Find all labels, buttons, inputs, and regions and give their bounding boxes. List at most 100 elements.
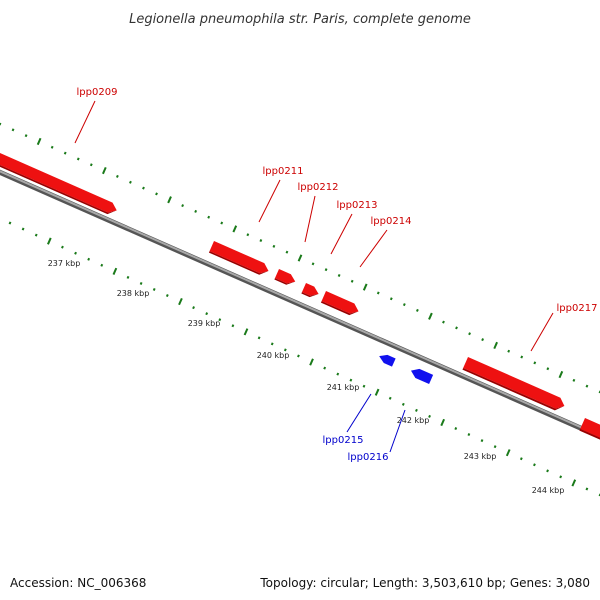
forward-gene-label[interactable]: lpp0217 bbox=[557, 303, 598, 314]
forward-gene-label[interactable]: lpp0214 bbox=[371, 216, 412, 227]
lower-tick-mark bbox=[349, 378, 353, 382]
lower-tick-mark bbox=[192, 306, 195, 310]
gene-labels: lpp0209 lpp0211 lpp0212 lpp0213 lpp0214 lpp02… bbox=[74, 87, 598, 463]
gene-leader-line bbox=[330, 213, 353, 255]
upper-tick-mark bbox=[297, 254, 303, 262]
accession-text: Accession: NC_006368 bbox=[10, 576, 146, 590]
lower-tick-mark bbox=[205, 312, 209, 316]
upper-tick-mark bbox=[455, 326, 458, 330]
upper-tick-mark bbox=[337, 273, 341, 277]
upper-tick-mark bbox=[24, 134, 28, 138]
gene-leader-line bbox=[530, 312, 554, 352]
upper-tick-mark bbox=[311, 262, 315, 266]
forward-gene-arrow bbox=[320, 291, 359, 316]
lower-tick-mark bbox=[21, 227, 25, 231]
forward-gene-label[interactable]: lpp0213 bbox=[337, 200, 378, 211]
forward-genes bbox=[0, 153, 600, 440]
tick-label: 237 kbp bbox=[48, 259, 81, 268]
tick-label: 244 kbp bbox=[532, 486, 565, 495]
upper-tick-mark bbox=[36, 137, 42, 146]
lower-tick-mark bbox=[100, 263, 104, 267]
lower-tick-mark bbox=[362, 384, 366, 388]
upper-tick-mark bbox=[324, 268, 328, 272]
lower-tick-mark bbox=[519, 457, 523, 461]
forward-gene-label[interactable]: lpp0212 bbox=[298, 182, 339, 193]
upper-tick-mark bbox=[285, 250, 289, 254]
forward-gene-arrow bbox=[0, 153, 117, 215]
gene-leader-line bbox=[74, 100, 96, 144]
forward-gene-arrow bbox=[274, 269, 296, 285]
lower-tick-mark bbox=[178, 297, 183, 306]
lower-tick-mark bbox=[257, 336, 261, 340]
upper-tick-mark bbox=[402, 303, 406, 307]
lower-tick-mark bbox=[47, 237, 52, 245]
upper-tick-mark bbox=[155, 192, 158, 196]
upper-tick-mark bbox=[468, 332, 471, 336]
gene-leader-line bbox=[389, 409, 406, 453]
lower-tick-mark bbox=[505, 449, 511, 457]
upper-tick-mark bbox=[167, 196, 172, 204]
upper-tick-mark bbox=[63, 151, 67, 155]
tick-label: 238 kbp bbox=[117, 289, 150, 298]
upper-tick-mark bbox=[194, 209, 198, 213]
upper-tick-mark bbox=[428, 312, 433, 320]
lower-tick-mark bbox=[74, 251, 77, 255]
upper-tick-mark bbox=[89, 163, 93, 167]
upper-tick-mark bbox=[272, 244, 276, 248]
lower-tick-mark bbox=[493, 445, 497, 449]
lower-tick-mark bbox=[428, 414, 431, 418]
lower-tick-mark bbox=[571, 479, 577, 487]
forward-gene-label[interactable]: lpp0211 bbox=[263, 166, 304, 177]
forward-gene-arrow bbox=[208, 241, 269, 275]
lower-tick-mark bbox=[454, 427, 458, 431]
upper-tick-mark bbox=[246, 233, 250, 237]
upper-tick-mark bbox=[415, 308, 419, 312]
tick-label: 239 kbp bbox=[188, 319, 221, 328]
upper-tick-mark bbox=[481, 338, 485, 342]
lower-tick-mark bbox=[152, 287, 156, 291]
lower-tick-mark bbox=[559, 475, 563, 479]
lower-tick-mark bbox=[243, 328, 249, 336]
gene-leader-line bbox=[359, 229, 388, 268]
upper-tick-mark bbox=[102, 167, 107, 175]
upper-tick-mark bbox=[442, 320, 445, 324]
upper-tick-mark bbox=[142, 186, 145, 190]
lower-tick-mark bbox=[388, 396, 392, 400]
lower-tick-mark bbox=[61, 245, 64, 249]
tick-labels: 237 kbp 238 kbp 239 kbp 240 kbp 241 kbp 242 k… bbox=[48, 259, 565, 495]
upper-tick-mark bbox=[558, 370, 564, 379]
lower-tick-track bbox=[8, 221, 600, 497]
reverse-gene-label[interactable]: lpp0215 bbox=[323, 435, 364, 446]
lower-tick-mark bbox=[546, 469, 549, 473]
reverse-gene-label[interactable]: lpp0216 bbox=[348, 452, 389, 463]
gene-leader-line bbox=[304, 195, 316, 243]
upper-tick-mark bbox=[493, 341, 498, 349]
lower-tick-mark bbox=[218, 318, 222, 322]
lower-tick-mark bbox=[585, 487, 589, 491]
backbone bbox=[0, 169, 600, 440]
tick-label: 242 kbp bbox=[397, 416, 430, 425]
lower-tick-mark bbox=[401, 402, 405, 406]
upper-tick-mark bbox=[533, 361, 537, 365]
upper-tick-mark bbox=[259, 239, 263, 243]
forward-gene-label[interactable]: lpp0209 bbox=[77, 87, 118, 98]
lower-tick-mark bbox=[34, 233, 38, 237]
lower-tick-mark bbox=[8, 221, 12, 225]
upper-tick-mark bbox=[572, 378, 576, 382]
lower-tick-mark bbox=[336, 372, 340, 376]
upper-tick-mark bbox=[129, 180, 132, 184]
upper-tick-track bbox=[0, 122, 600, 394]
forward-gene-arrow bbox=[301, 283, 319, 298]
reverse-genes bbox=[379, 354, 434, 385]
forward-gene-arrow bbox=[462, 357, 565, 411]
upper-tick-mark bbox=[350, 279, 354, 283]
lower-tick-mark bbox=[283, 348, 287, 352]
lower-tick-mark bbox=[533, 463, 536, 467]
lower-tick-mark bbox=[467, 433, 471, 437]
lower-tick-mark bbox=[415, 408, 418, 412]
gene-leader-line bbox=[258, 179, 281, 223]
upper-tick-mark bbox=[181, 204, 185, 208]
tick-label: 240 kbp bbox=[257, 351, 290, 360]
upper-tick-mark bbox=[389, 297, 393, 301]
